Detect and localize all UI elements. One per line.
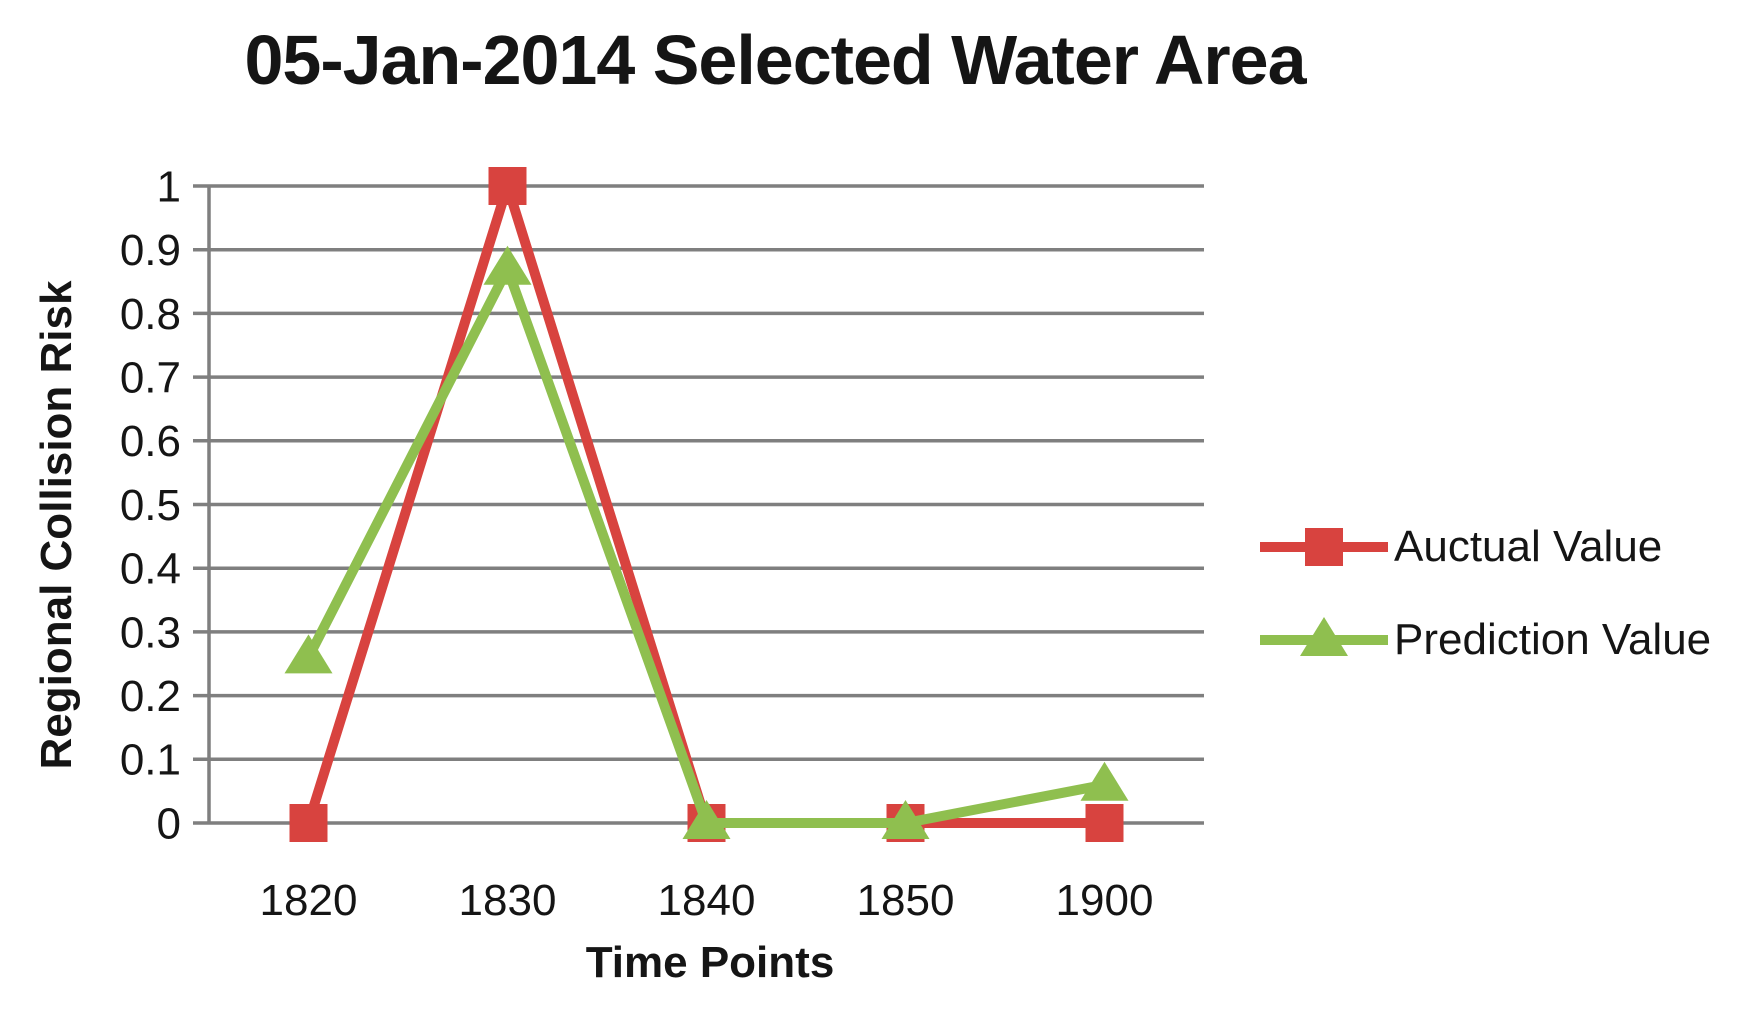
series-line [304,256,1106,828]
y-tick-label: 0.3 [120,608,181,657]
y-tick-label: 0.4 [120,545,181,594]
legend: Auctual Value Prediction Value [1258,502,1711,685]
y-tick-label: 0.2 [120,672,181,721]
x-axis-title: Time Points [585,938,835,987]
legend-item-prediction: Prediction Value [1258,595,1711,685]
y-tick-label: 0.1 [120,736,181,785]
series-marker-icon [284,634,333,674]
y-tick-label: 0.9 [120,226,181,275]
x-tick-label: 1840 [658,876,756,925]
legend-label-prediction: Prediction Value [1394,615,1712,664]
x-tick-label: 1820 [260,876,358,925]
series-marker-icon [1085,804,1124,842]
y-tick-label: 0.5 [120,481,181,530]
series-marker-icon [483,245,532,285]
y-tick-label: 0.6 [120,417,181,466]
series-marker-icon [682,800,731,839]
legend-marker-glyph-icon [1300,617,1348,656]
y-tick-label: 0.8 [120,290,181,339]
series-marker-icon [289,804,328,842]
legend-marker-glyph-icon [1305,528,1343,566]
x-tick-label: 1900 [1056,876,1154,925]
series-marker-icon [881,800,930,839]
legend-marker-actual-icon [1260,528,1388,566]
series-marker-icon [488,167,527,205]
series-marker-icon [1080,761,1129,801]
legend-label-actual: Auctual Value [1394,522,1663,571]
chart-title: 05-Jan-2014 Selected Water Area [244,21,1306,99]
y-tick-label: 0.7 [120,354,181,403]
x-tick-label: 1850 [857,876,955,925]
series-triangle [284,245,1129,839]
legend-marker-prediction-icon [1260,617,1388,656]
legend-item-actual: Auctual Value [1258,502,1711,592]
y-tick-label: 0 [157,799,181,848]
y-tick-label: 1 [157,162,181,211]
x-tick-label: 1830 [459,876,557,925]
